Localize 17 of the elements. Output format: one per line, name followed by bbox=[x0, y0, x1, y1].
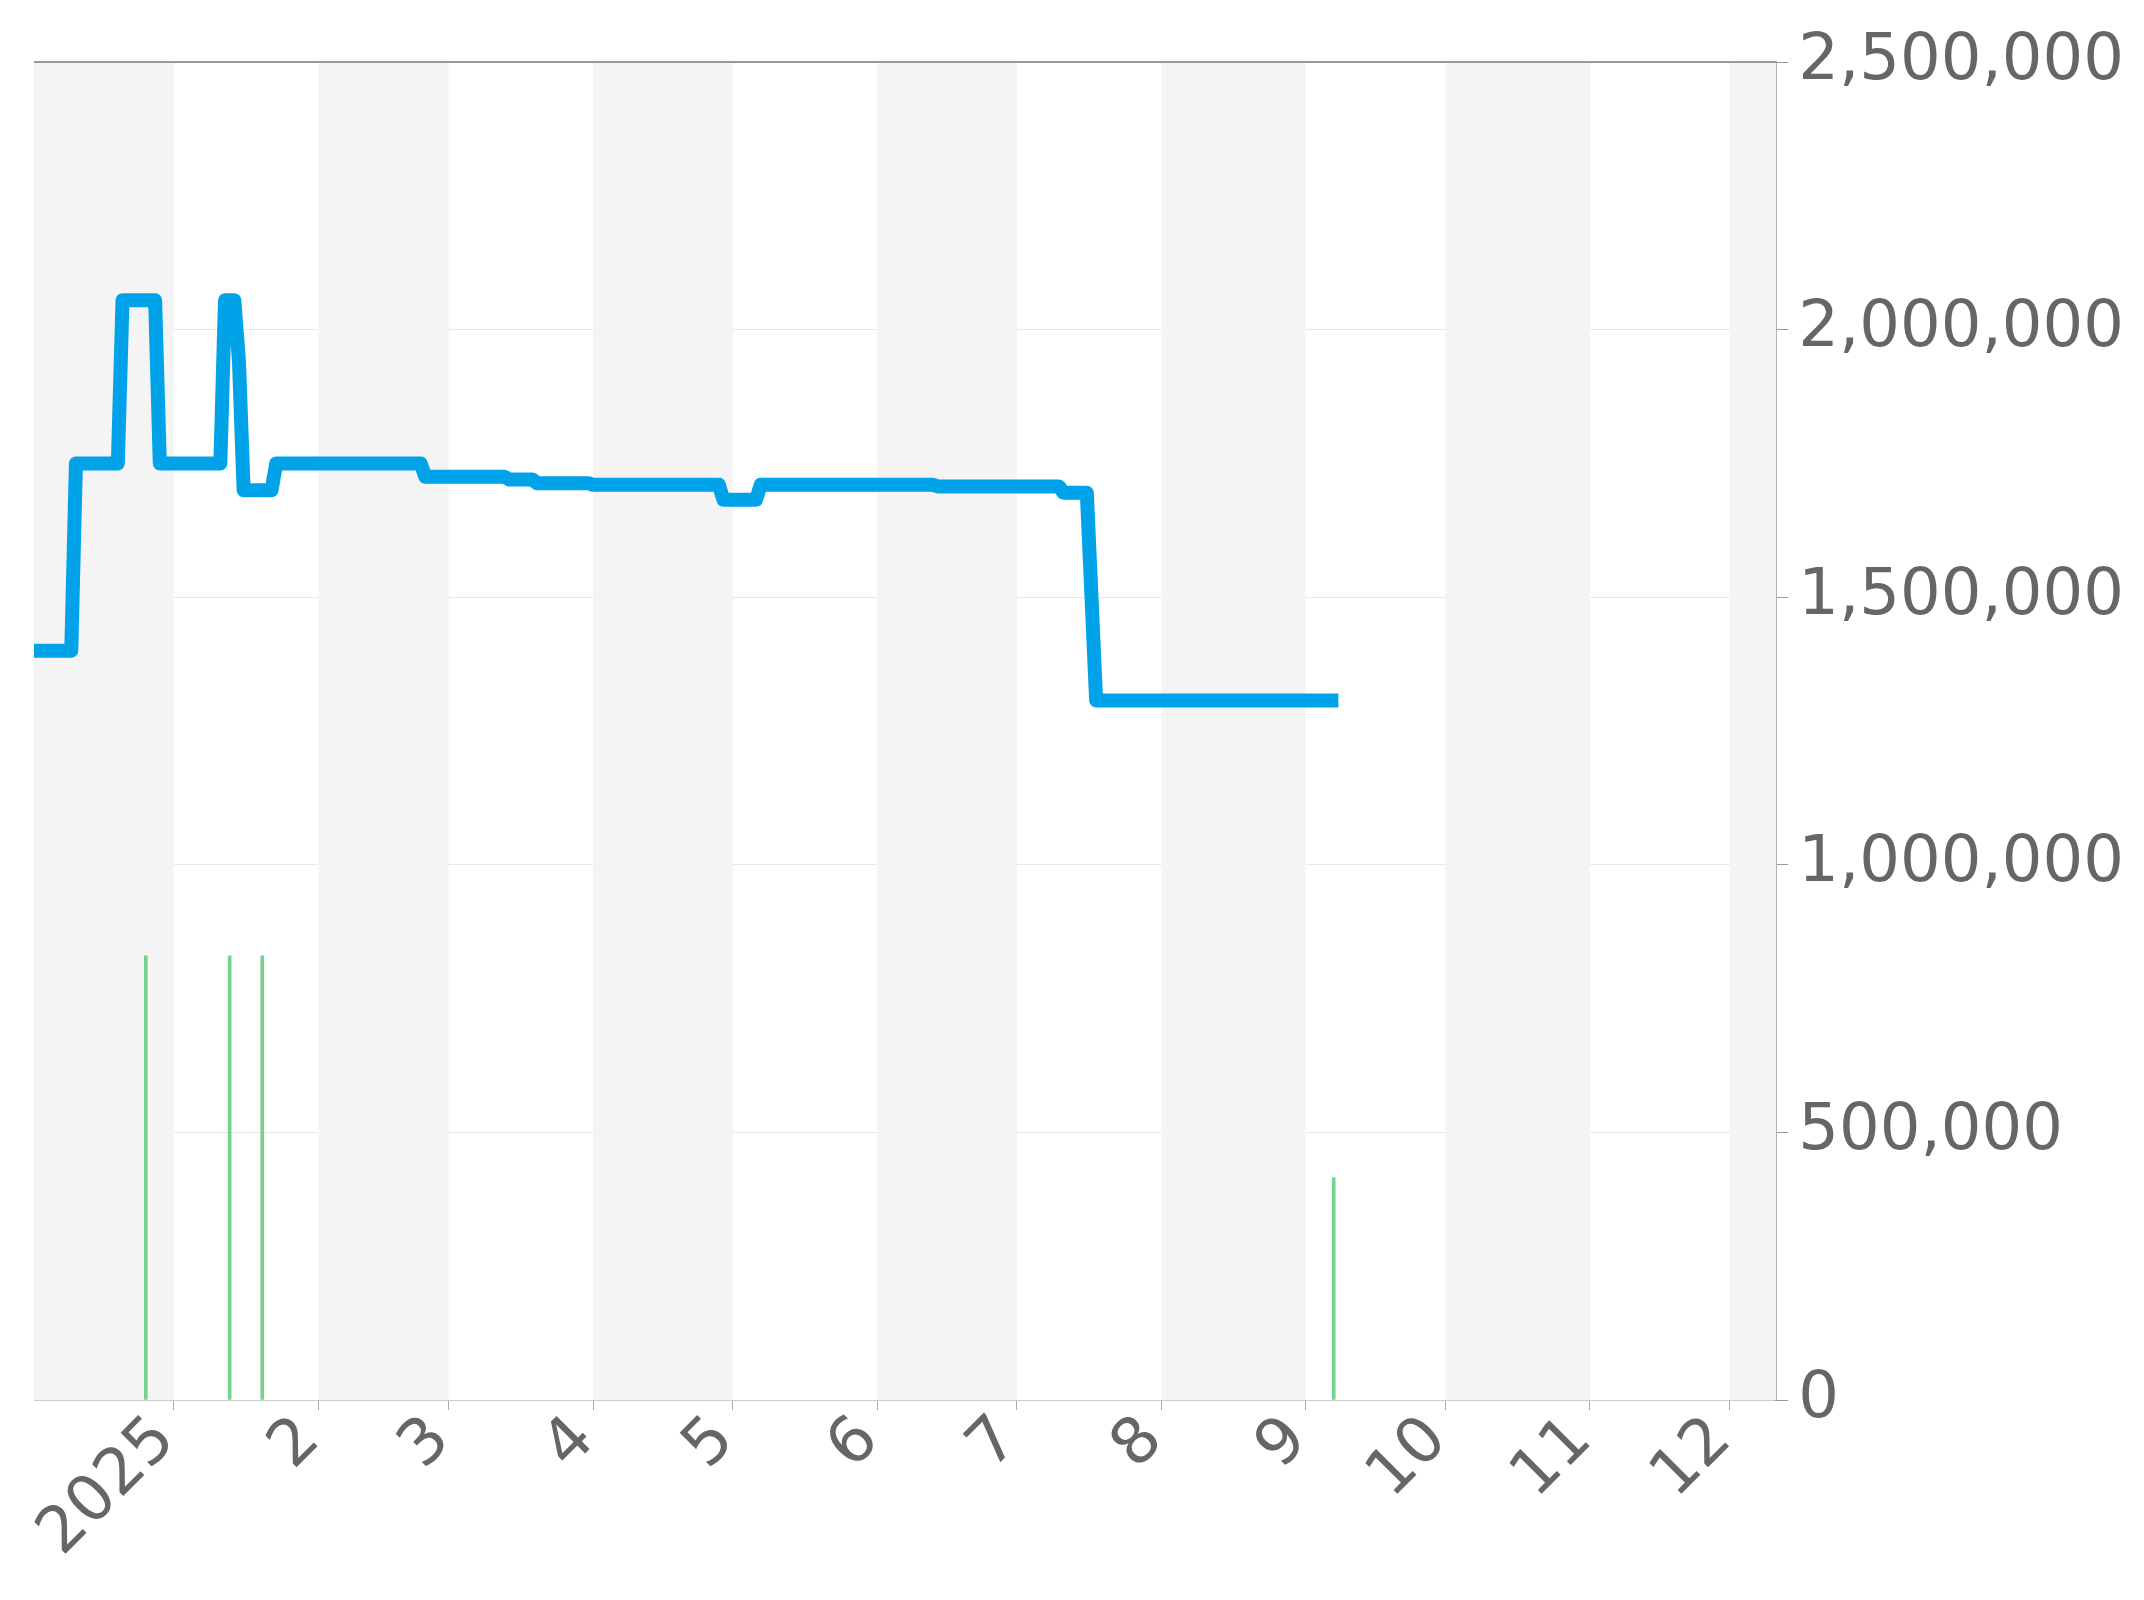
x-tick-label: 12 bbox=[1634, 1400, 1745, 1510]
x-tick-label: 7 bbox=[950, 1400, 1032, 1482]
y-tick-label: 1,000,000 bbox=[1798, 822, 2124, 897]
y-tick-label: 0 bbox=[1798, 1357, 1839, 1432]
x-tick-label: 11 bbox=[1494, 1400, 1605, 1510]
y-tick-label: 2,500,000 bbox=[1798, 19, 2124, 94]
x-tick-label: 9 bbox=[1239, 1400, 1321, 1482]
x-tick-label: 2 bbox=[251, 1400, 333, 1482]
x-tick-label: 4 bbox=[526, 1400, 608, 1482]
y-tick-label: 1,500,000 bbox=[1798, 554, 2124, 629]
y-tick-label: 500,000 bbox=[1798, 1090, 2063, 1165]
y-tick-label: 2,000,000 bbox=[1798, 287, 2124, 362]
x-tick-label: 8 bbox=[1094, 1400, 1176, 1482]
x-tick-label: 6 bbox=[810, 1400, 892, 1482]
x-tick-label: 3 bbox=[381, 1400, 463, 1482]
x-tick-label: 5 bbox=[666, 1400, 748, 1482]
x-tick-label: 10 bbox=[1349, 1400, 1460, 1510]
